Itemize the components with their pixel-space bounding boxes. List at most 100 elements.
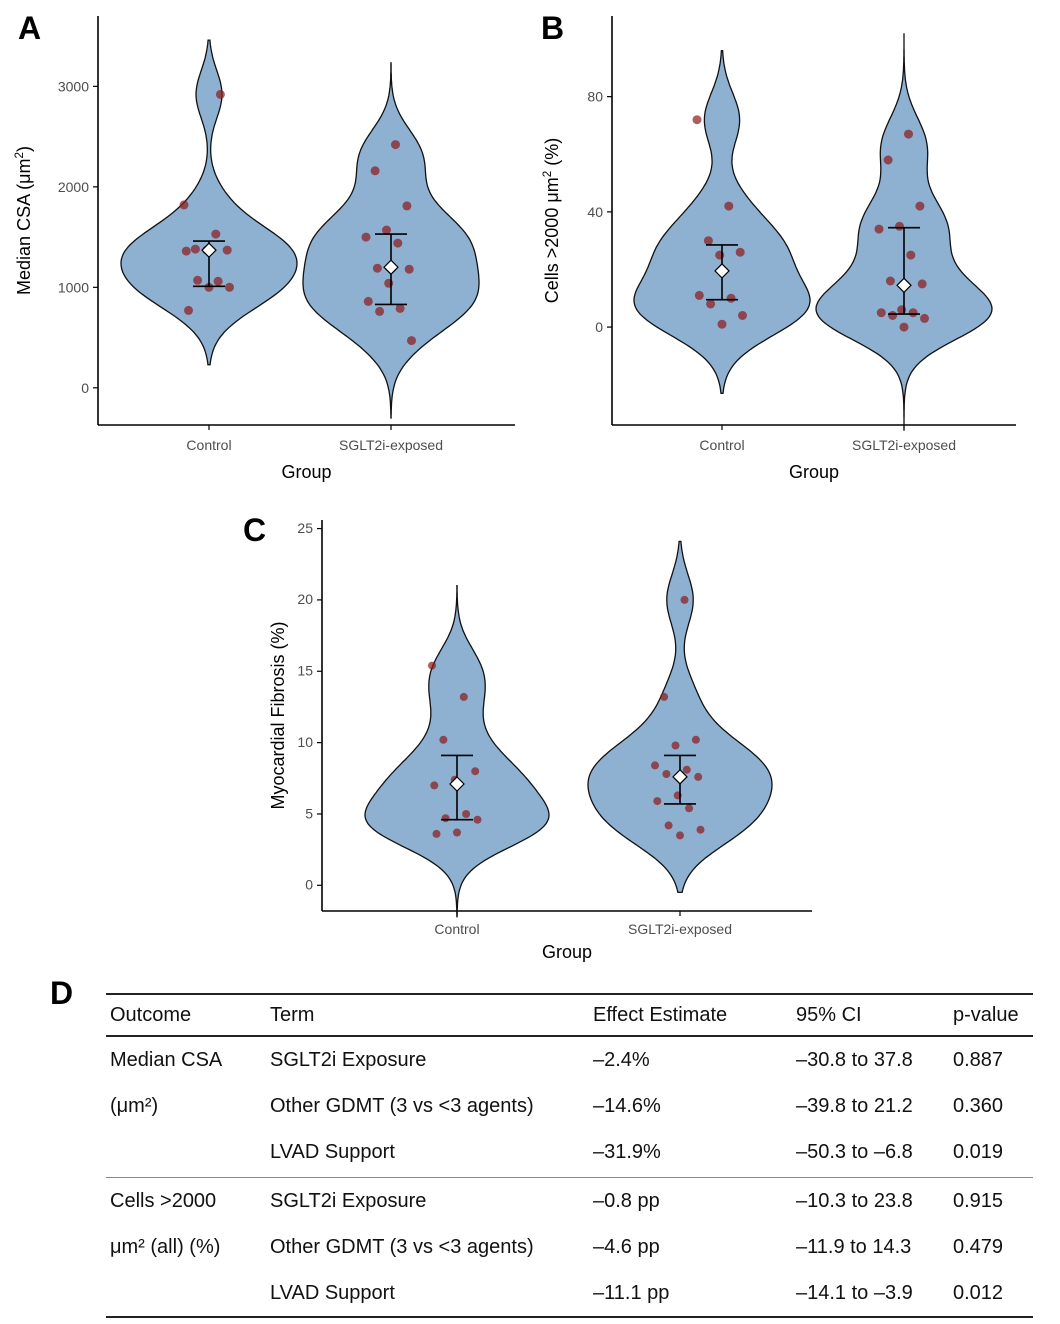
data-point: [885, 276, 895, 286]
data-point: [908, 308, 918, 318]
y-tick-label: 15: [297, 663, 313, 679]
data-point: [184, 305, 193, 315]
data-point: [361, 232, 371, 242]
y-axis-title: Myocardial Fibrosis (%): [268, 621, 288, 809]
data-point: [179, 200, 189, 210]
x-tick-label: Control: [434, 921, 479, 937]
data-point: [222, 245, 232, 255]
y-tick-label: 0: [305, 877, 313, 893]
effect-cell: –31.9%: [593, 1140, 661, 1163]
p-value-cell: 0.012: [953, 1281, 1004, 1304]
x-tick-label: SGLT2i-exposed: [628, 921, 732, 937]
data-point: [651, 761, 659, 770]
data-point: [382, 225, 391, 235]
data-point: [391, 140, 400, 150]
data-point: [915, 201, 925, 211]
data-point: [453, 828, 461, 837]
data-point: [213, 276, 223, 286]
ci-cell: –39.8 to 21.2: [796, 1094, 913, 1117]
mean-marker: [383, 259, 399, 276]
effect-cell: –4.6 pp: [593, 1235, 660, 1258]
mean-marker: [201, 242, 217, 258]
violin-control: [120, 39, 298, 366]
data-point: [691, 735, 700, 744]
data-point: [883, 155, 893, 165]
p-value-cell: 0.479: [953, 1235, 1004, 1258]
p-value-cell: 0.915: [953, 1189, 1004, 1212]
y-tick-label: 25: [297, 520, 313, 536]
data-point: [370, 166, 380, 176]
y-axis-title: Median CSA (μm2): [13, 146, 34, 295]
term-cell: LVAD Support: [270, 1281, 395, 1304]
table-row: Cells >2000 μm² (all) (%) SGLT2i Exposur…: [106, 1178, 1033, 1259]
ci-cell: –14.1 to –3.9: [796, 1281, 913, 1304]
y-tick-label: 80: [587, 89, 603, 105]
term-cell: SGLT2i Exposure: [270, 1048, 427, 1071]
table-header-row: Outcome Term Effect Estimate 95% CI p-va…: [106, 994, 1033, 1036]
data-point: [441, 814, 450, 823]
violin-control: [633, 49, 811, 394]
ci-cell: –11.9 to 14.3: [796, 1235, 912, 1258]
data-point: [660, 692, 669, 701]
x-tick-label: SGLT2i-exposed: [852, 437, 956, 453]
data-point: [717, 319, 727, 329]
effect-cell: –0.8 pp: [593, 1189, 660, 1212]
data-point: [735, 247, 745, 257]
data-point: [190, 244, 200, 254]
ci-cell: –10.3 to 23.8: [796, 1189, 913, 1212]
outcome-cells-over-2000: Cells >2000 μm² (all) (%): [110, 1190, 221, 1258]
data-point: [375, 306, 385, 316]
data-point: [724, 201, 734, 211]
data-point: [402, 201, 412, 211]
data-point: [363, 296, 373, 306]
data-point: [473, 815, 482, 824]
data-point: [920, 313, 929, 323]
term-cell: Other GDMT (3 vs <3 agents): [270, 1094, 534, 1117]
table-row: Other GDMT (3 vs <3 agents) –14.6% –39.8…: [106, 1083, 1033, 1129]
effect-cell: –14.6%: [593, 1094, 661, 1117]
data-point: [906, 250, 916, 260]
data-point: [471, 767, 480, 776]
data-point: [874, 224, 884, 234]
x-tick-label: Control: [186, 437, 231, 453]
p-value-cell: 0.360: [953, 1094, 1004, 1117]
data-point: [692, 115, 702, 125]
term-cell: SGLT2i Exposure: [270, 1189, 427, 1212]
ci-cell: –50.3 to –6.8: [796, 1140, 913, 1163]
panel-label-a: A: [18, 10, 42, 46]
data-point: [225, 282, 234, 292]
x-tick-label: SGLT2i-exposed: [339, 437, 443, 453]
data-point: [694, 772, 703, 781]
x-axis-title: Group: [542, 942, 592, 962]
data-point: [653, 797, 662, 806]
data-point: [685, 804, 694, 813]
data-point: [193, 275, 203, 285]
y-tick-label: 3000: [58, 78, 89, 94]
y-tick-label: 20: [297, 591, 313, 607]
p-value-cell: 0.019: [953, 1140, 1004, 1163]
data-point: [876, 308, 886, 318]
table-row: LVAD Support –11.1 pp –14.1 to –3.9 0.01…: [106, 1270, 1033, 1317]
data-point: [706, 299, 716, 309]
violin-sglt2i-exposed: [587, 540, 773, 894]
panel-label-b: B: [541, 10, 565, 46]
header-outcome: Outcome: [110, 1003, 192, 1026]
data-point: [664, 821, 673, 830]
panel-label-d: D: [50, 975, 74, 1011]
data-point: [395, 303, 405, 313]
y-tick-label: 10: [297, 734, 313, 750]
data-point: [181, 246, 191, 256]
mean-marker: [672, 769, 688, 785]
data-point: [726, 293, 736, 303]
term-cell: LVAD Support: [270, 1140, 395, 1163]
y-tick-label: 0: [81, 380, 89, 396]
data-point: [211, 229, 221, 239]
header-p-value: p-value: [953, 1003, 1019, 1026]
data-point: [895, 221, 904, 231]
y-tick-label: 0: [595, 319, 603, 335]
y-tick-label: 1000: [58, 279, 89, 295]
data-point: [676, 831, 684, 840]
data-point: [899, 322, 909, 332]
data-point: [372, 263, 382, 273]
term-cell: Other GDMT (3 vs <3 agents): [270, 1235, 534, 1258]
